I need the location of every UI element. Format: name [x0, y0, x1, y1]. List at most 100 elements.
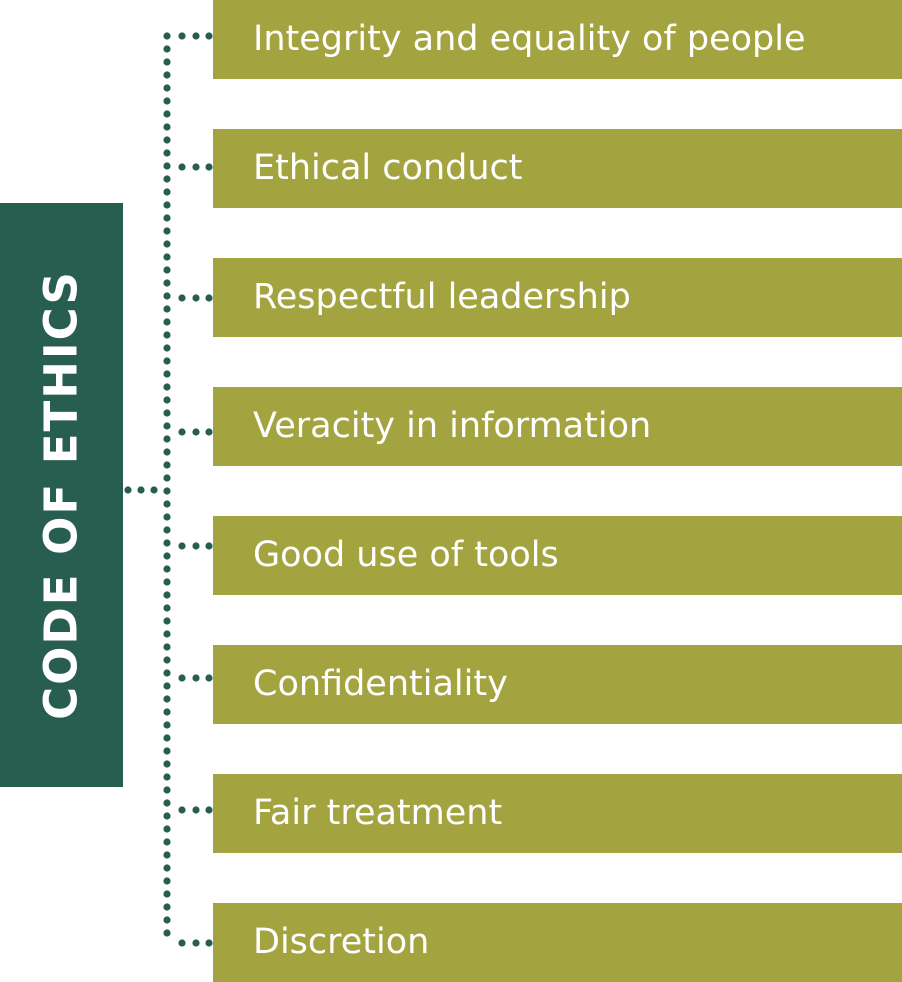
connector-dot: [163, 97, 171, 105]
connector-dot: [163, 487, 171, 495]
connector-dot: [163, 214, 171, 222]
connector-dot: [163, 578, 171, 586]
connector-dot: [163, 604, 171, 612]
connector-dot: [163, 370, 171, 378]
connector-dot: [178, 163, 186, 171]
connector-dot: [205, 32, 213, 40]
connector-dot: [163, 396, 171, 404]
connector-dot: [163, 877, 171, 885]
connector-dot: [163, 929, 171, 937]
connector-dot: [163, 721, 171, 729]
ethics-item-good-use-of-tools: Good use of tools: [213, 516, 902, 595]
connector-dot: [163, 825, 171, 833]
connector-dot: [178, 428, 186, 436]
connector-dot: [163, 864, 171, 872]
connector-dot: [163, 162, 171, 170]
connector-dot: [163, 695, 171, 703]
connector-dot: [178, 32, 186, 40]
connector-dot: [163, 409, 171, 417]
connector-dot: [163, 916, 171, 924]
connector-dot: [163, 149, 171, 157]
connector-dot: [163, 526, 171, 534]
connector-dot: [163, 786, 171, 794]
ethics-item-label: Ethical conduct: [253, 148, 523, 188]
ethics-item-label: Veracity in information: [253, 406, 652, 446]
connector-dot: [163, 903, 171, 911]
ethics-item-label: Discretion: [253, 922, 430, 962]
ethics-item-label: Fair treatment: [253, 793, 503, 833]
connector-dot: [163, 747, 171, 755]
connector-dot: [163, 617, 171, 625]
connector-dot: [163, 838, 171, 846]
connector-dot: [124, 486, 132, 494]
connector-dot: [163, 253, 171, 261]
ethics-item-label: Respectful leadership: [253, 277, 631, 317]
connector-dot: [163, 292, 171, 300]
connector-dot: [163, 266, 171, 274]
connector-dot: [178, 806, 186, 814]
connector-dot: [163, 669, 171, 677]
connector-dot: [163, 305, 171, 313]
connector-dot: [163, 357, 171, 365]
connector-dot: [163, 435, 171, 443]
connector-dot: [205, 939, 213, 947]
connector-dot: [163, 812, 171, 820]
connector-dot: [163, 591, 171, 599]
connector-dot: [163, 331, 171, 339]
connector-dot: [163, 630, 171, 638]
ethics-item-label: Confidentiality: [253, 664, 508, 704]
connector-dot: [163, 383, 171, 391]
connector-dot: [163, 240, 171, 248]
title-box: [0, 203, 123, 787]
connector-dot: [163, 110, 171, 118]
connector-dot: [205, 163, 213, 171]
connector-dot: [150, 486, 158, 494]
connector-dot: [163, 279, 171, 287]
connector-dot: [163, 422, 171, 430]
connector-dot: [163, 500, 171, 508]
connector-dot: [192, 939, 200, 947]
connector-dot: [178, 542, 186, 550]
connector-dot: [163, 799, 171, 807]
ethics-item-ethical-conduct: Ethical conduct: [213, 129, 902, 208]
ethics-item-veracity: Veracity in information: [213, 387, 902, 466]
connector-dot: [178, 939, 186, 947]
connector-dot: [163, 656, 171, 664]
connector-dot: [163, 760, 171, 768]
ethics-item-confidentiality: Confidentiality: [213, 645, 902, 724]
connector-dot: [163, 58, 171, 66]
ethics-item-fair-treatment: Fair treatment: [213, 774, 902, 853]
connector-dot: [163, 565, 171, 573]
connector-dot: [192, 163, 200, 171]
connector-dot: [163, 513, 171, 521]
ethics-item-label: Good use of tools: [253, 535, 559, 575]
connector-dot: [163, 474, 171, 482]
connector-dot: [163, 708, 171, 716]
connector-dot: [163, 123, 171, 131]
connector-dot: [178, 674, 186, 682]
ethics-item-discretion: Discretion: [213, 903, 902, 982]
connector-dot: [205, 674, 213, 682]
connector-dot: [163, 552, 171, 560]
connector-dot: [192, 674, 200, 682]
connector-dot: [163, 32, 171, 40]
connector-dot: [163, 318, 171, 326]
connector-dot: [163, 773, 171, 781]
connector-dot: [192, 294, 200, 302]
connector-dot: [163, 461, 171, 469]
connector-dot: [163, 71, 171, 79]
connector-dot: [163, 344, 171, 352]
connector-dot: [163, 734, 171, 742]
connector-dot: [163, 175, 171, 183]
connector-dot: [163, 851, 171, 859]
connector-dot: [163, 84, 171, 92]
ethics-item-integrity: Integrity and equality of people: [213, 0, 902, 79]
connector-dot: [163, 136, 171, 144]
connector-dot: [205, 806, 213, 814]
connector-dot: [163, 643, 171, 651]
connector-dot: [163, 448, 171, 456]
connector-dot: [163, 188, 171, 196]
connector-dot: [205, 294, 213, 302]
connector-dot: [163, 227, 171, 235]
